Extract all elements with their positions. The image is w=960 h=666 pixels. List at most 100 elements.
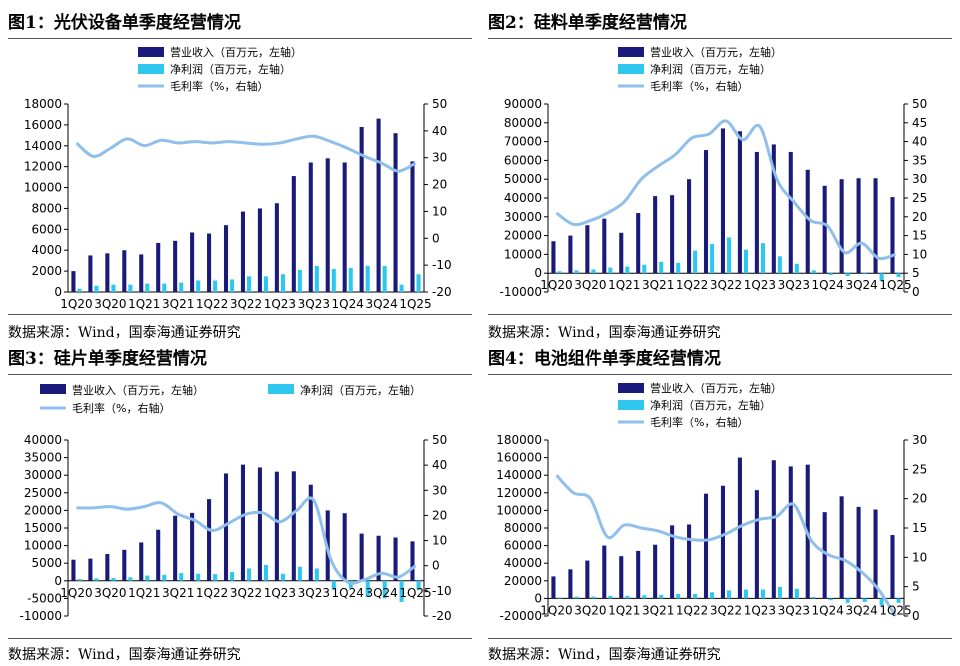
revenue-bar: [71, 559, 76, 581]
net-profit-bar: [416, 274, 421, 292]
net-profit-bar: [111, 284, 116, 292]
net-profit-bar: [574, 270, 579, 274]
net-profit-bar: [331, 269, 336, 292]
x-axis-tick-label: 1Q22: [676, 278, 708, 292]
revenue-bar: [737, 131, 742, 274]
left-axis-tick-label: 140000: [496, 468, 542, 482]
legend-label: 毛利率（%，右轴）: [650, 415, 748, 429]
right-axis-tick-label: 25: [912, 462, 927, 476]
right-axis-tick-label: 50: [432, 433, 447, 447]
left-axis-tick-label: 25000: [24, 486, 62, 500]
source-rule: [488, 314, 952, 315]
revenue-bar: [88, 558, 93, 581]
chart-title: 图2：硅料单季度经营情况: [488, 13, 687, 33]
revenue-bar: [71, 271, 76, 292]
net-profit-bar: [247, 276, 252, 292]
net-profit-bar: [727, 237, 732, 274]
x-axis-tick-label: 1Q21: [128, 297, 160, 311]
revenue-bar: [602, 218, 607, 274]
gross-margin-line: [555, 119, 896, 261]
left-axis-tick-label: 40000: [504, 191, 542, 205]
net-profit-bar: [896, 273, 901, 277]
x-axis-tick-label: 1Q21: [128, 586, 160, 600]
revenue-bar: [636, 550, 641, 599]
left-axis-tick-label: 20000: [504, 574, 542, 588]
net-profit-bar: [280, 274, 285, 292]
net-profit-bar: [693, 594, 698, 599]
chart-2: -10000 0 10000 20000 30000 40000 50000 60000 700…: [499, 45, 927, 299]
left-axis-tick-label: -20000: [499, 609, 542, 623]
left-axis-tick-label: 50000: [504, 172, 542, 186]
net-profit-bar: [557, 597, 562, 599]
legend-label: 净利润（百万元，左轴）: [300, 383, 421, 397]
title-rule: [488, 38, 952, 39]
net-profit-bar: [230, 279, 235, 292]
right-axis-tick-label: 0: [432, 559, 440, 573]
source-rule: [8, 314, 472, 315]
revenue-bar: [393, 537, 398, 581]
right-axis-tick-label: 35: [912, 153, 927, 167]
revenue-bar: [376, 118, 381, 292]
net-profit-bar: [365, 580, 370, 597]
x-axis-tick-label: 1Q24: [812, 603, 844, 617]
chart-title: 图1：光伏设备单季度经营情况: [8, 13, 241, 33]
x-axis-tick-label: 3Q22: [710, 603, 742, 617]
revenue-bar: [754, 490, 759, 599]
left-axis-tick-label: 0: [534, 266, 542, 280]
right-axis-tick-label: -20: [432, 285, 452, 299]
right-axis-tick-label: 5: [912, 266, 920, 280]
x-axis-tick-label: 1Q25: [879, 603, 911, 617]
right-axis-tick-label: 45: [912, 116, 927, 130]
left-axis-tick-label: 0: [534, 591, 542, 605]
net-profit-bar: [794, 263, 799, 274]
x-axis-tick-label: 1Q20: [540, 278, 572, 292]
legend-swatch: [618, 383, 644, 393]
net-profit-bar: [557, 271, 562, 274]
x-axis-tick-label: 1Q24: [332, 297, 364, 311]
source-note: 数据来源：Wind，国泰海通证券研究: [488, 647, 721, 663]
revenue-bar: [376, 535, 381, 581]
revenue-bar: [805, 169, 810, 274]
revenue-bar: [410, 161, 415, 292]
x-axis-tick-label: 3Q22: [230, 586, 262, 600]
legend-swatch: [618, 64, 644, 74]
revenue-bar: [568, 569, 573, 599]
net-profit-bar: [399, 284, 404, 292]
net-profit-bar: [399, 580, 404, 602]
x-axis-tick-label: 1Q20: [60, 297, 92, 311]
x-axis-tick-label: 1Q22: [676, 603, 708, 617]
net-profit-bar: [811, 597, 816, 599]
net-profit-bar: [693, 250, 698, 274]
legend-label: 净利润（百万元，左轴）: [650, 398, 771, 412]
revenue-bar: [822, 185, 827, 274]
net-profit-bar: [743, 249, 749, 274]
revenue-bar: [551, 576, 556, 599]
revenue-bar: [788, 151, 793, 274]
revenue-bar: [754, 151, 759, 274]
net-profit-bar: [625, 595, 630, 599]
revenue-bar: [274, 203, 279, 292]
revenue-bar: [393, 133, 398, 292]
right-axis-tick-label: -20: [432, 609, 452, 623]
revenue-bar: [207, 233, 212, 292]
legend-label: 净利润（百万元，左轴）: [650, 62, 771, 76]
revenue-bar: [873, 178, 878, 274]
net-profit-bar: [862, 273, 867, 275]
net-profit-bar: [213, 280, 218, 292]
left-axis-tick-label: 180000: [496, 433, 542, 447]
left-axis-tick-label: 80000: [504, 521, 542, 535]
revenue-bar: [585, 225, 590, 274]
net-profit-bar: [314, 265, 319, 292]
x-axis-tick-label: 3Q20: [94, 297, 126, 311]
net-profit-bar: [879, 598, 884, 606]
left-axis-tick-label: 40000: [24, 433, 62, 447]
legend-label: 毛利率（%，右轴）: [170, 79, 268, 93]
net-profit-bar: [727, 590, 732, 599]
legend-label: 营业收入（百万元，左轴）: [72, 383, 204, 397]
revenue-bar: [308, 484, 313, 581]
revenue-bar: [359, 533, 364, 581]
net-profit-bar: [94, 285, 99, 292]
x-axis-tick-label: 3Q23: [778, 278, 810, 292]
x-axis-tick-label: 3Q21: [642, 278, 674, 292]
revenue-bar: [342, 513, 347, 581]
